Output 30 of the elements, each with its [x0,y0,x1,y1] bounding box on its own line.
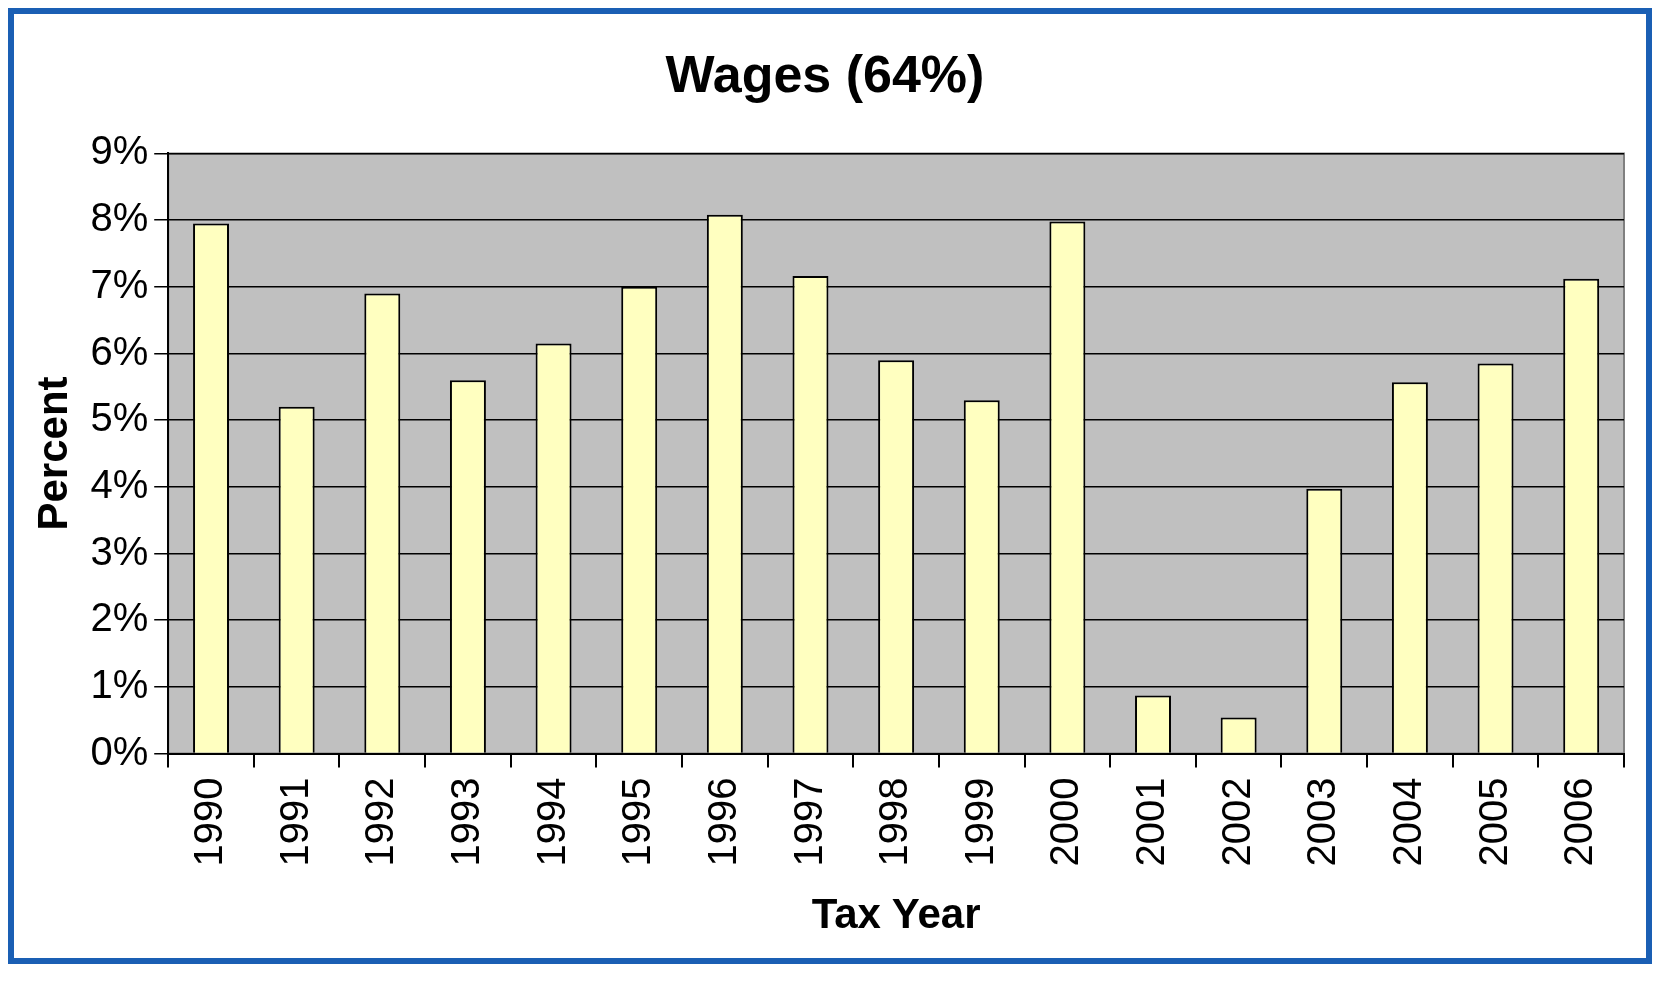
y-tick-label: 4% [90,461,149,506]
x-axis-title: Tax Year [811,890,981,938]
x-tick-label: 2006 [1556,777,1601,867]
x-tick-label: 1998 [871,777,916,867]
y-tick-label: 6% [90,328,149,373]
x-tick-label: 1996 [699,777,744,867]
x-tick-label: 1990 [186,777,231,867]
x-tick-label: 1992 [357,777,402,867]
y-tick-label: 9% [90,128,149,173]
x-tick-label: 1991 [271,777,316,867]
y-tick-label: 7% [90,261,149,306]
x-tick-label: 1997 [785,777,830,867]
chart-title: Wages (64%) [665,44,985,103]
y-tick-label: 2% [90,595,149,640]
x-tick-label: 2003 [1299,777,1344,867]
y-tick-label: 5% [90,395,149,440]
x-tick-label: 1994 [528,777,573,867]
y-tick-label: 8% [90,195,149,240]
x-tick-label: 1993 [442,777,487,867]
x-tick-label: 1995 [614,777,659,867]
y-tick-label: 1% [90,661,149,706]
x-tick-label: 2000 [1042,777,1087,867]
x-tick-label: 2005 [1470,777,1515,867]
x-tick-label: 2004 [1384,777,1429,867]
x-tick-label: 1999 [956,777,1001,867]
y-axis-title: Percent [28,376,76,531]
y-tick-label: 3% [90,528,149,573]
x-tick-label: 2001 [1128,777,1173,867]
y-tick-label: 0% [90,728,149,773]
x-tick-label: 2002 [1213,777,1258,867]
